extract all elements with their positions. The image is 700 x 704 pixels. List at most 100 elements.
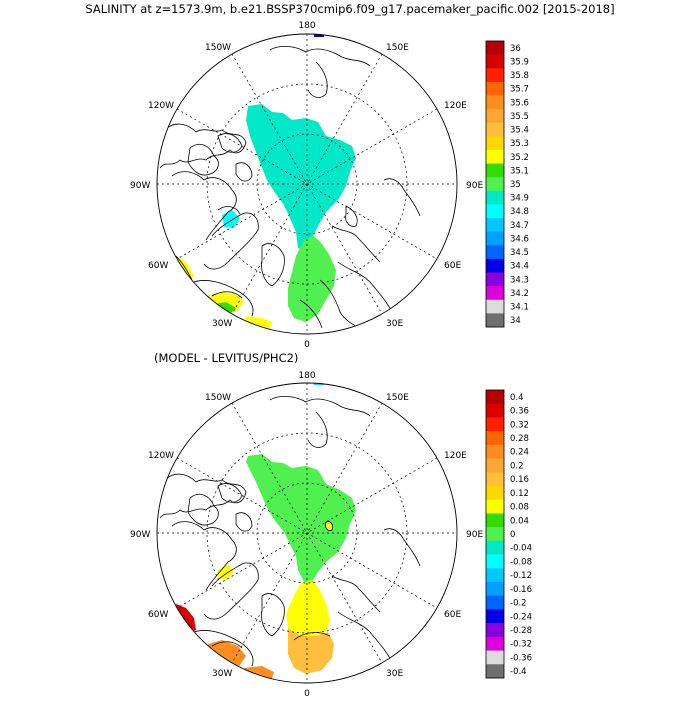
lon-label-upper-right: 150E xyxy=(386,393,409,403)
colorbar-tick-label: -0.12 xyxy=(510,571,532,581)
map-boundary xyxy=(156,382,458,684)
graticule xyxy=(157,383,457,683)
colorbar-swatch xyxy=(486,444,504,459)
data-region-canada-basin xyxy=(246,104,356,250)
data-region-fram-strait xyxy=(286,580,330,636)
colorbar-tick-label: 35.4 xyxy=(510,126,529,136)
colorbar-swatch xyxy=(486,636,504,651)
colorbar-swatch xyxy=(486,650,504,665)
lon-label-upper-left: 150W xyxy=(205,393,231,403)
lon-label-mid-lower-left: 60W xyxy=(148,610,168,620)
colorbar-tick-label: -0.2 xyxy=(510,599,527,609)
lon-label-left: 90W xyxy=(130,530,150,540)
colorbar-swatch xyxy=(486,190,504,205)
colorbar-swatch xyxy=(486,122,504,137)
colorbar-swatch xyxy=(486,499,504,514)
colorbar-tick-label: -0.04 xyxy=(510,544,532,554)
lon-label-bottom: 0 xyxy=(304,340,310,350)
colorbar-swatch xyxy=(486,163,504,178)
colorbar-swatch xyxy=(486,513,504,528)
colorbar-tick-label: 34.9 xyxy=(510,194,529,204)
lon-label-right: 90E xyxy=(466,181,483,191)
colorbar-swatch xyxy=(486,272,504,287)
colorbar-swatch xyxy=(486,245,504,260)
colorbar-tick-label: 0.32 xyxy=(510,420,529,430)
difference-panel: (MODEL - LEVITUS/PHC2) xyxy=(130,351,532,699)
colorbar-swatch xyxy=(486,431,504,446)
colorbar-swatch xyxy=(486,486,504,501)
colorbar-tick-label: 0.12 xyxy=(510,489,529,499)
lon-label-top: 180 xyxy=(298,21,315,31)
colorbar-swatch xyxy=(486,286,504,301)
colorbar-frame xyxy=(485,40,505,328)
colorbar-tick-label: 0.36 xyxy=(510,407,529,417)
colorbar-swatch xyxy=(486,554,504,569)
colorbar-swatch xyxy=(486,609,504,624)
lon-label-mid-lower-right: 60E xyxy=(444,610,461,620)
colorbar-swatch xyxy=(486,177,504,192)
colorbar-swatch xyxy=(486,218,504,232)
colorbar-swatch xyxy=(486,313,504,328)
colorbar-swatch xyxy=(486,458,504,473)
colorbar-swatch xyxy=(486,540,504,555)
colorbar-swatch xyxy=(486,582,504,597)
salinity-panel: SALINITY at z=1573.9m, b.e21.BSSP370cmip… xyxy=(85,2,614,350)
colorbar-tick-label: 34.2 xyxy=(510,289,529,299)
colorbar-tick-label: 35.6 xyxy=(510,98,529,108)
lon-label-mid-upper-left: 120W xyxy=(148,101,174,111)
colorbar-tick-label: 35.9 xyxy=(510,57,529,67)
colorbar-tick-label: 0.28 xyxy=(510,434,529,444)
map-field xyxy=(159,34,421,333)
lon-label-bottom: 0 xyxy=(304,689,310,699)
lon-label-top: 180 xyxy=(298,371,315,381)
colorbar-swatch xyxy=(486,568,504,583)
data-region-atlantic-south xyxy=(242,316,272,332)
data-region-labrador-yellow xyxy=(218,564,234,580)
colorbar-tick-label: 34.3 xyxy=(510,275,529,285)
colorbar-swatch xyxy=(486,417,504,432)
colorbar-tick-label: 34.1 xyxy=(510,303,529,313)
map-boundary xyxy=(156,33,458,335)
colorbar-tick-label: 35.5 xyxy=(510,112,529,122)
colorbar-tick-label: 34.4 xyxy=(510,262,529,272)
colorbar-swatch xyxy=(486,664,504,679)
lon-label-mid-lower-right: 60E xyxy=(444,261,461,271)
lon-label-mid-lower-left: 60W xyxy=(148,261,168,271)
colorbar-swatch xyxy=(486,623,504,638)
colorbar-tick-label: 34.7 xyxy=(510,221,529,231)
colorbar-swatch xyxy=(486,54,504,69)
colorbar-swatch xyxy=(486,472,504,487)
lon-label-left: 90W xyxy=(130,181,150,191)
data-region-eurasian-basin xyxy=(288,236,336,322)
colorbar-tick-label: 0.04 xyxy=(510,516,529,526)
colorbar-swatch xyxy=(486,136,504,151)
colorbar-swatch xyxy=(486,204,504,219)
colorbar-swatch xyxy=(486,231,504,246)
colorbar-tick-label: -0.4 xyxy=(510,667,527,677)
colorbar-tick-label: 0.24 xyxy=(510,448,529,458)
lon-label-upper-left: 150W xyxy=(205,43,231,53)
lon-label-lower-right: 30E xyxy=(386,669,403,679)
colorbar-tick-label: 34.5 xyxy=(510,248,529,258)
data-region-atlantic-red xyxy=(176,604,196,634)
lon-labels: 180 0 90W 90E 150W 150E 120W 120E 60W 60… xyxy=(130,371,483,699)
lon-label-lower-right: 30E xyxy=(386,319,403,329)
panel-title: SALINITY at z=1573.9m, b.e21.BSSP370cmip… xyxy=(85,2,614,16)
colorbar-swatch xyxy=(486,149,504,164)
colorbar-tick-label: 35.7 xyxy=(510,85,529,95)
colorbar-tick-label: 34.6 xyxy=(510,234,529,244)
data-region-labrador xyxy=(222,210,240,228)
data-region-nordic-south xyxy=(288,628,334,674)
colorbar-tick-label: -0.24 xyxy=(510,612,532,622)
colorbar-tick-label: 0.2 xyxy=(510,461,524,471)
colorbar-swatch xyxy=(486,41,504,55)
colorbar-swatch xyxy=(486,299,504,314)
colorbar-frame xyxy=(485,389,505,679)
colorbar-tick-label: 35.1 xyxy=(510,166,529,176)
colorbar-swatch xyxy=(486,109,504,124)
colorbar-tick-label: -0.28 xyxy=(510,626,532,636)
colorbar-tick-label: 35.3 xyxy=(510,139,529,149)
data-region-central-arctic xyxy=(246,454,356,582)
